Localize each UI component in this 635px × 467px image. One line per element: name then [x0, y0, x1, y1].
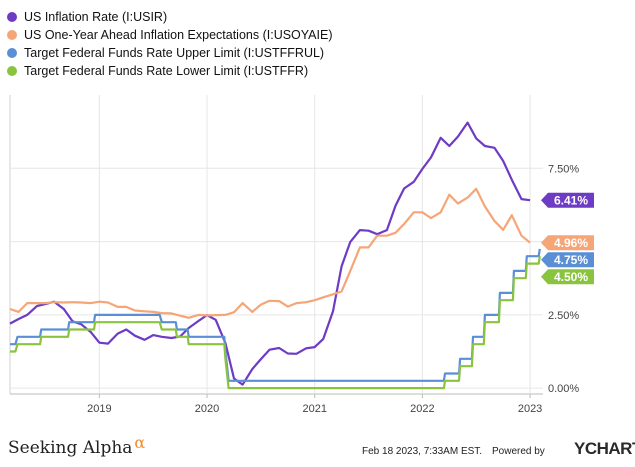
- legend-item-inflation-expectations[interactable]: US One-Year Ahead Inflation Expectations…: [7, 26, 333, 44]
- end-value-labels: 6.41% 4.96% 4.75% 4.50%: [541, 192, 594, 285]
- end-label-value: 4.50%: [554, 270, 588, 284]
- end-label-us-one-year-ahead-inflation-expectations-i-usoyaie: 4.96%: [541, 235, 594, 251]
- alpha-logo-symbol: α: [134, 433, 146, 452]
- legend-swatch-fed-upper-limit: [7, 48, 17, 58]
- chart-timestamp: Feb 18 2023, 7:33AM EST.: [362, 446, 483, 457]
- line-chart: 0.00%2.50%5.00%7.50%20192020202120222023…: [9, 95, 594, 415]
- end-label-tag: [541, 235, 594, 251]
- chart-grid: [9, 95, 543, 398]
- y-tick-label: 2.50%: [548, 310, 579, 322]
- series-line-us-one-year-ahead-inflation-expectations-i-usoyaie[interactable]: [9, 187, 531, 319]
- legend-item-fed-lower-limit[interactable]: Target Federal Funds Rate Lower Limit (I…: [7, 62, 333, 80]
- x-tick-label: 2019: [87, 403, 111, 415]
- y-tick-label: 7.50%: [548, 163, 579, 175]
- legend-label-inflation-expectations: US One-Year Ahead Inflation Expectations…: [24, 28, 333, 42]
- x-tick-label: 2020: [195, 403, 219, 415]
- end-label-us-inflation-rate-i-usir: 6.41%: [541, 192, 594, 208]
- end-label-tag: [541, 192, 594, 208]
- chart-footer: Seeking Alpha α Feb 18 2023, 7:33AM EST. …: [0, 432, 635, 467]
- series-line-target-federal-funds-rate-lower-limit-i-ustffr[interactable]: [10, 256, 541, 390]
- legend-label-fed-lower-limit: Target Federal Funds Rate Lower Limit (I…: [24, 64, 309, 78]
- seeking-alpha-logo[interactable]: Seeking Alpha α: [8, 433, 145, 458]
- legend-label-fed-upper-limit: Target Federal Funds Rate Upper Limit (I…: [24, 46, 325, 60]
- legend-swatch-inflation-expectations: [7, 30, 17, 40]
- end-label-value: 4.75%: [554, 253, 588, 267]
- legend-label-inflation-rate: US Inflation Rate (I:USIR): [24, 10, 168, 24]
- legend-swatch-fed-lower-limit: [7, 66, 17, 76]
- end-label-target-federal-funds-rate-upper-limit-i-ustffrul: 4.75%: [541, 252, 594, 268]
- powered-by-text: Powered by: [492, 446, 545, 457]
- x-tick-label: 2022: [410, 403, 434, 415]
- ycharts-logo[interactable]: YCHARTS: [574, 439, 635, 458]
- seeking-alpha-brand-text: Seeking Alpha: [8, 438, 133, 458]
- end-label-value: 6.41%: [554, 194, 588, 208]
- series-line-us-inflation-rate-i-usir[interactable]: [9, 121, 531, 386]
- y-tick-label: 0.00%: [548, 383, 579, 395]
- legend-swatch-inflation-rate: [7, 12, 17, 22]
- end-label-value: 4.96%: [554, 236, 588, 250]
- legend-item-fed-upper-limit[interactable]: Target Federal Funds Rate Upper Limit (I…: [7, 44, 333, 62]
- legend-item-inflation-rate[interactable]: US Inflation Rate (I:USIR): [7, 8, 333, 26]
- chart-legend: US Inflation Rate (I:USIR) US One-Year A…: [7, 8, 333, 80]
- x-tick-label: 2023: [518, 403, 542, 415]
- end-label-tag: [541, 252, 594, 268]
- x-tick-label: 2021: [302, 403, 326, 415]
- chart-series: [9, 121, 541, 390]
- end-label-tag: [541, 269, 594, 285]
- end-label-target-federal-funds-rate-lower-limit-i-ustffr: 4.50%: [541, 269, 594, 285]
